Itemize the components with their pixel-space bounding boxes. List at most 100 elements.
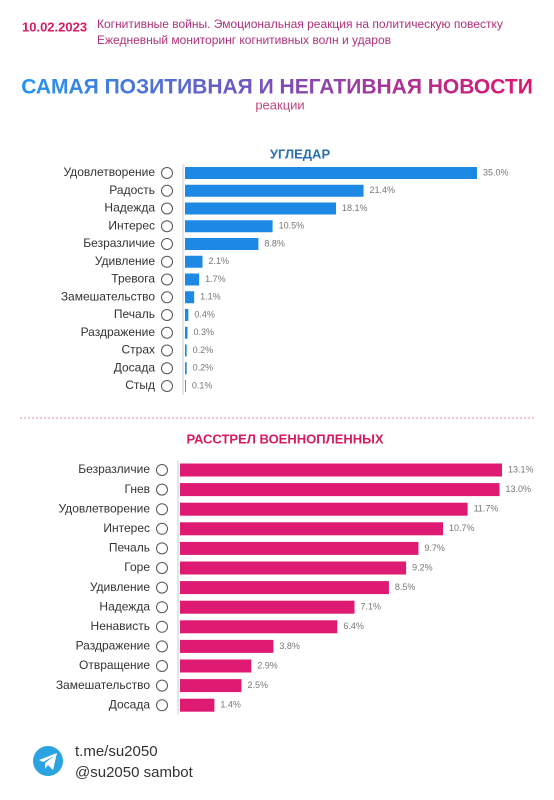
category-label: Замешательство (61, 289, 156, 303)
emoji-icon (156, 640, 168, 653)
value-label: 0.4% (194, 309, 215, 319)
bar (180, 639, 274, 653)
bar (185, 326, 188, 339)
value-label: 11.7% (474, 504, 499, 514)
emoji-icon (156, 464, 168, 476)
value-label: 18.1% (342, 203, 368, 213)
value-label: 0.2% (193, 345, 214, 355)
bar (180, 483, 500, 497)
chart-title: УГЛЕДАР (270, 146, 331, 161)
bar (180, 600, 355, 614)
emoji-icon (156, 483, 168, 496)
category-label: Радость (109, 183, 155, 197)
chart-title: РАССТРЕЛ ВОЕННОПЛЕННЫХ (186, 431, 383, 446)
value-label: 13.1% (508, 464, 534, 474)
emoji-icon (161, 362, 173, 375)
bar (185, 167, 477, 179)
header-line: Ежедневный мониторинг когнитивных волн и… (97, 33, 391, 47)
value-label: 0.2% (193, 363, 214, 373)
bar (185, 380, 186, 392)
value-label: 7.1% (361, 602, 382, 612)
emoji-icon (156, 679, 168, 692)
category-label: Безразличие (78, 462, 150, 476)
value-label: 9.7% (424, 543, 445, 553)
emoji-icon (161, 255, 173, 268)
category-label: Гнев (125, 482, 151, 496)
value-label: 0.3% (194, 327, 215, 337)
value-label: 1.1% (200, 292, 221, 302)
link[interactable]: @su2050 sambot (75, 764, 194, 781)
bar (185, 344, 187, 357)
bar (185, 362, 187, 375)
value-label: 2.1% (209, 256, 230, 266)
category-label: Надежда (99, 599, 150, 613)
emoji-icon (161, 326, 173, 339)
emoji-icon (156, 542, 168, 555)
emoji-icon (156, 699, 168, 712)
telegram-plane (39, 753, 57, 770)
emoji-icon (161, 238, 173, 250)
bar (185, 184, 364, 197)
category-label: Отвращение (79, 658, 150, 672)
bar (180, 522, 444, 536)
emoji-icon (161, 380, 173, 392)
value-label: 1.4% (220, 700, 241, 710)
bar (180, 659, 252, 673)
value-label: 0.1% (192, 380, 213, 390)
category-label: Удовлетворение (64, 165, 156, 179)
category-label: Досада (109, 697, 151, 711)
category-label: Досада (114, 360, 156, 374)
category-label: Ненависть (91, 619, 150, 633)
category-label: Замешательство (56, 678, 151, 692)
emoji-icon (156, 660, 168, 672)
bar (185, 220, 273, 233)
emoji-icon (156, 620, 168, 633)
value-label: 8.5% (395, 582, 416, 592)
emoji-icon (156, 601, 168, 614)
category-label: Печаль (109, 541, 150, 555)
bar (185, 273, 200, 286)
bar (180, 561, 407, 575)
category-label: Надежда (104, 201, 155, 215)
category-label: Раздражение (81, 325, 156, 339)
value-label: 10.5% (279, 221, 305, 231)
bar (185, 309, 189, 321)
category-label: Удивление (90, 580, 150, 594)
emoji-icon (156, 503, 168, 516)
link[interactable]: t.me/su2050 (75, 743, 158, 760)
emoji-icon (161, 309, 173, 321)
value-label: 21.4% (370, 185, 396, 195)
bar (180, 698, 215, 712)
category-label: Интерес (103, 521, 150, 535)
header-line: Когнитивные войны. Эмоциональная реакция… (97, 17, 503, 31)
value-label: 2.5% (247, 680, 268, 690)
category-label: Удовлетворение (59, 501, 151, 515)
bar (180, 463, 502, 477)
emoji-icon (161, 344, 173, 357)
category-label: Стыд (125, 378, 155, 392)
value-label: 3.8% (279, 641, 300, 651)
subtitle: реакции (255, 97, 304, 112)
emoji-icon (156, 581, 168, 594)
bar (185, 291, 195, 304)
value-label: 1.7% (205, 274, 226, 284)
emoji-icon (161, 184, 173, 197)
value-label: 13.0% (506, 484, 532, 494)
emoji-icon (161, 291, 173, 304)
value-label: 2.9% (257, 660, 278, 670)
emoji-icon (161, 202, 173, 215)
value-label: 6.4% (343, 621, 364, 631)
value-label: 9.2% (412, 562, 433, 572)
bar (180, 541, 419, 555)
category-label: Удивление (95, 254, 155, 268)
bar (185, 238, 259, 250)
bar (180, 502, 468, 516)
category-label: Безразличие (83, 236, 155, 250)
bar (180, 679, 242, 693)
bar (180, 620, 338, 634)
emoji-icon (161, 273, 173, 286)
category-label: Интерес (108, 218, 155, 232)
bar (185, 255, 203, 268)
